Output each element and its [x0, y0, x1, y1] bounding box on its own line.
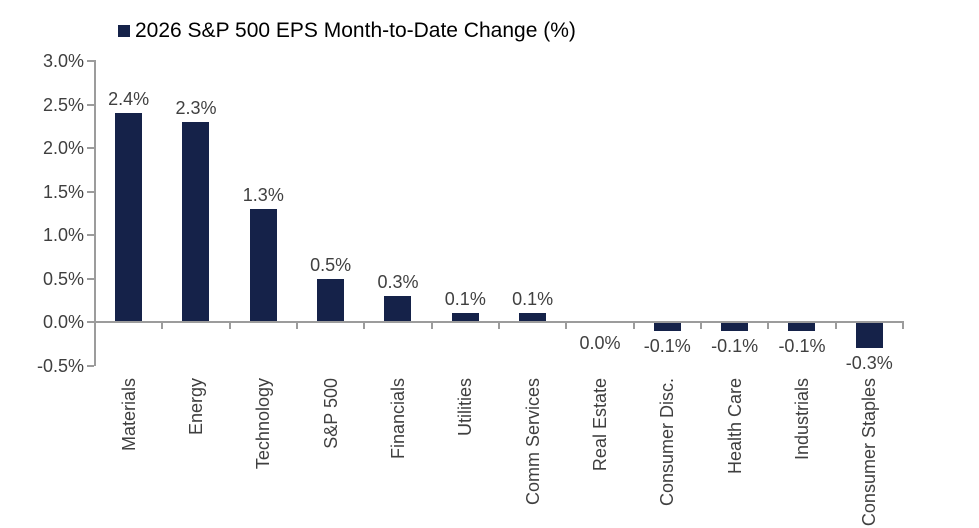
y-tick-label: 1.5% — [42, 181, 84, 202]
y-tick-label: -0.5% — [36, 355, 84, 376]
chart-legend: 2026 S&P 500 EPS Month-to-Date Change (%… — [118, 19, 576, 43]
x-axis-tick — [834, 321, 837, 329]
bar-value-label: 0.1% — [512, 289, 554, 310]
y-axis-tick — [87, 190, 94, 193]
bar-value-label: -0.3% — [845, 353, 893, 374]
legend-marker-swatch — [118, 25, 130, 37]
x-axis-tick — [497, 321, 500, 329]
bar-value-label: -0.1% — [778, 335, 826, 356]
bar-comm-services — [519, 313, 547, 322]
bar-value-label: -0.1% — [643, 335, 691, 356]
y-axis-tick — [87, 147, 94, 149]
x-axis-tick — [767, 321, 770, 329]
category-label: Real Estate — [589, 378, 610, 472]
bar-value-label: -0.1% — [711, 335, 759, 356]
y-axis-tick — [87, 103, 94, 106]
x-axis-tick — [228, 321, 231, 329]
category-label: S&P 500 — [320, 378, 341, 449]
y-tick-label: 3.0% — [42, 51, 84, 71]
bar-value-label: 0.5% — [310, 254, 352, 275]
y-axis-tick — [87, 277, 94, 280]
category-label: Industrials — [791, 378, 812, 461]
bar-materials — [115, 113, 143, 322]
y-axis-line — [94, 60, 96, 366]
bar-technology — [249, 208, 277, 322]
category-label: Consumer Staples — [859, 378, 880, 527]
bar-value-label: 0.1% — [444, 289, 486, 310]
bar-consumer-disc- — [653, 322, 681, 331]
y-axis-tick — [87, 364, 94, 367]
category-label: Health Care — [724, 378, 745, 475]
category-label: Materials — [118, 378, 139, 452]
category-label: Energy — [185, 378, 206, 436]
bar-value-label: 2.3% — [175, 97, 217, 118]
bar-health-care — [721, 322, 749, 331]
x-axis-tick — [699, 321, 702, 329]
category-label: Consumer Disc. — [657, 378, 678, 507]
x-axis-tick — [363, 321, 366, 329]
category-label: Technology — [253, 378, 274, 470]
y-tick-label: 2.0% — [42, 138, 84, 158]
bar-value-label: 2.4% — [108, 89, 150, 110]
category-label: Financials — [387, 378, 408, 460]
x-axis-tick — [901, 321, 904, 329]
y-axis-tick — [87, 321, 94, 323]
y-axis-tick — [87, 60, 94, 62]
bar-financials — [384, 295, 412, 322]
category-label: Utilities — [455, 378, 476, 437]
x-axis-tick — [430, 321, 433, 329]
category-label: Comm Services — [522, 378, 543, 506]
y-tick-label: 0.0% — [42, 312, 84, 332]
y-tick-label: 2.5% — [42, 94, 84, 115]
bar-energy — [182, 121, 210, 322]
x-axis-tick — [295, 321, 298, 329]
y-axis-tick — [87, 234, 94, 236]
bar-value-label: 0.0% — [579, 333, 621, 353]
y-tick-label: 1.0% — [42, 225, 84, 245]
bar-industrials — [788, 322, 816, 331]
bar-value-label: 0.3% — [377, 271, 419, 292]
bar-utilities — [451, 313, 479, 322]
x-axis-tick — [632, 321, 635, 329]
x-axis-tick — [161, 321, 164, 329]
legend-label: 2026 S&P 500 EPS Month-to-Date Change (%… — [135, 19, 576, 42]
y-tick-label: 0.5% — [42, 268, 84, 289]
x-axis-tick — [565, 321, 568, 329]
bar-consumer-staples — [855, 322, 883, 349]
bar-value-label: 1.3% — [242, 184, 284, 205]
bar-s-p-500 — [317, 278, 345, 322]
